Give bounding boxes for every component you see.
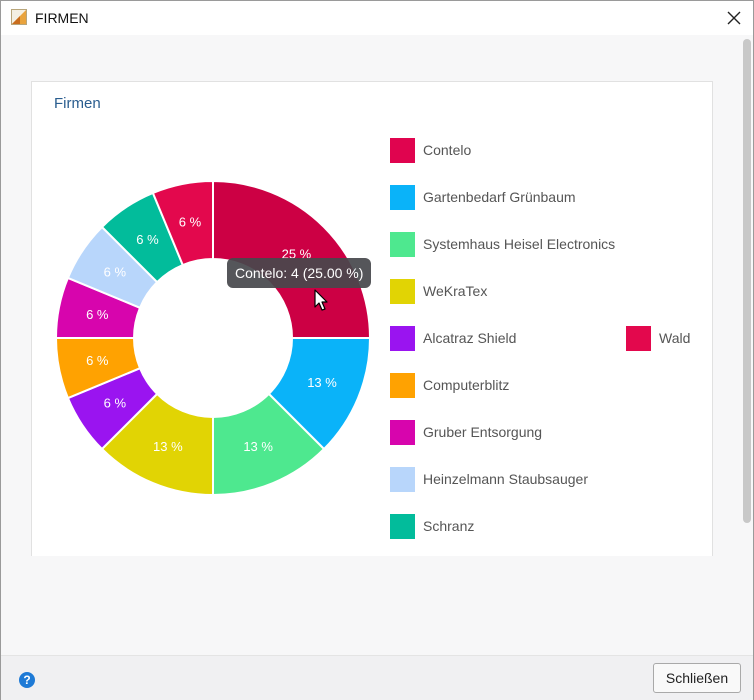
legend-label: Systemhaus Heisel Electronics <box>423 236 616 252</box>
legend-label: Wald <box>659 330 691 346</box>
legend-label: Computerblitz <box>423 377 510 393</box>
slice-label-heinzelmann-staubsauger: 6 % <box>104 264 127 279</box>
close-button[interactable]: Schließen <box>653 663 741 693</box>
legend-label: Schranz <box>423 518 475 534</box>
legend-item-gartenbedarf-gruenbaum[interactable]: Gartenbedarf Grünbaum <box>390 184 576 210</box>
legend-item-contelo[interactable]: Contelo <box>390 137 471 163</box>
legend-label: Alcatraz Shield <box>423 330 517 346</box>
legend-swatch <box>390 231 415 257</box>
legend-item-alcatraz-shield[interactable]: Alcatraz Shield <box>390 325 516 351</box>
legend-swatch <box>390 325 415 351</box>
vertical-scrollbar[interactable] <box>743 39 751 523</box>
slice-label-contelo: 25 % <box>282 247 312 262</box>
help-icon[interactable]: ? <box>19 672 35 688</box>
legend-item-computerblitz[interactable]: Computerblitz <box>390 372 509 398</box>
legend-swatch <box>626 325 651 351</box>
legend-item-wald[interactable]: Wald <box>626 325 690 351</box>
legend-item-wekratex[interactable]: WeKraTex <box>390 278 487 304</box>
slice-label-schranz: 6 % <box>136 232 159 247</box>
legend-swatch <box>390 372 415 398</box>
slice-wald[interactable] <box>151 179 214 267</box>
legend-item-schranz[interactable]: Schranz <box>390 513 474 539</box>
legend-item-systemhaus-heisel-electronics[interactable]: Systemhaus Heisel Electronics <box>390 231 615 257</box>
slice-label-computerblitz: 6 % <box>86 353 109 368</box>
chart-tooltip: Contelo: 4 (25.00 %) <box>227 258 372 288</box>
chart-panel: 25 % 13 % 13 % 13 % 6 % 6 % 6 % 6 % 6 % 6 % Firme… <box>31 81 713 556</box>
slice-label-gruber-entsorgung: 6 % <box>86 307 109 322</box>
legend-swatch <box>390 419 415 445</box>
chart-title: Firmen <box>54 95 101 112</box>
window-title: FIRMEN <box>35 10 89 26</box>
slice-label-alcatraz-shield: 6 % <box>104 396 127 411</box>
legend-swatch <box>390 513 415 539</box>
title-bar: FIRMEN <box>1 1 753 35</box>
close-icon[interactable] <box>719 3 749 33</box>
app-icon <box>11 9 27 25</box>
donut-chart: 25 % 13 % 13 % 13 % 6 % 6 % 6 % 6 % 6 % 6 % <box>54 179 372 497</box>
legend-swatch <box>390 466 415 492</box>
legend-item-gruber-entsorgung[interactable]: Gruber Entsorgung <box>390 419 542 445</box>
legend-label: Heinzelmann Staubsauger <box>423 471 588 487</box>
legend-swatch <box>390 278 415 304</box>
slice-label-wekratex: 13 % <box>153 439 183 454</box>
legend-item-heinzelmann-staubsauger[interactable]: Heinzelmann Staubsauger <box>390 466 588 492</box>
legend-swatch <box>390 137 415 163</box>
slice-label-wald: 6 % <box>179 214 202 229</box>
legend-label: Contelo <box>423 142 472 158</box>
legend-swatch <box>390 184 415 210</box>
legend-label: WeKraTex <box>423 283 488 299</box>
slice-label-gartenbedarf-gruenbaum: 13 % <box>307 375 337 390</box>
legend-label: Gruber Entsorgung <box>423 424 543 440</box>
mouse-cursor-icon <box>314 289 330 318</box>
legend-label: Gartenbedarf Grünbaum <box>423 189 576 205</box>
slice-label-systemhaus-heisel-electronics: 13 % <box>243 439 273 454</box>
dialog-footer: ? Schließen <box>1 655 753 700</box>
